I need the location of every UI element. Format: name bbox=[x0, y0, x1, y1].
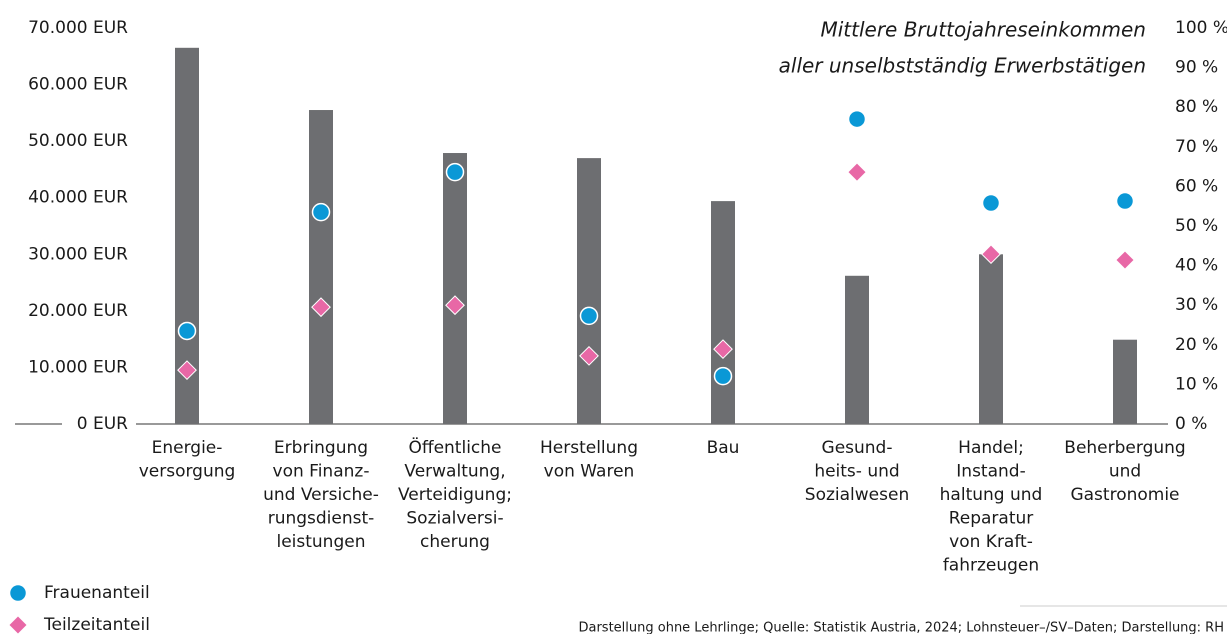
x-tick-label: heits- und bbox=[814, 462, 899, 482]
x-tick-label: Instand- bbox=[956, 462, 1025, 482]
y2-tick-label: 10 % bbox=[1175, 374, 1218, 394]
y-tick-label: 70.000 EUR bbox=[28, 18, 128, 38]
x-tick-label: Bau bbox=[707, 438, 740, 458]
y2-tick-label: 30 % bbox=[1175, 295, 1218, 315]
y-tick-label: 40.000 EUR bbox=[28, 188, 128, 208]
x-tick-label: von Finanz- bbox=[273, 462, 370, 482]
x-tick-label: Reparatur bbox=[949, 509, 1034, 529]
y2-tick-label: 90 % bbox=[1175, 58, 1218, 78]
frauen-marker bbox=[981, 193, 1001, 213]
y-tick-label: 30.000 EUR bbox=[28, 244, 128, 264]
x-tick-label: Erbringung bbox=[274, 438, 368, 458]
y2-tick-label: 0 % bbox=[1175, 414, 1207, 434]
x-tick-label: Öffentliche bbox=[408, 436, 501, 458]
y-tick-label: 0 EUR bbox=[77, 414, 128, 434]
teilzeit-marker bbox=[579, 345, 599, 366]
frauen-marker bbox=[445, 162, 465, 182]
legend-label: Frauenanteil bbox=[44, 583, 150, 603]
frauen-marker bbox=[311, 202, 331, 222]
x-tick-label: leistungen bbox=[276, 532, 365, 552]
frauen-marker bbox=[177, 321, 197, 341]
x-tick-label: Sozialwesen bbox=[805, 485, 909, 505]
y2-tick-label: 50 % bbox=[1175, 216, 1218, 236]
y2-tick-label: 80 % bbox=[1175, 97, 1218, 117]
teilzeit-marker bbox=[177, 360, 197, 381]
frauen-marker bbox=[847, 109, 867, 129]
bar bbox=[1113, 339, 1137, 424]
y-tick-label: 50.000 EUR bbox=[28, 131, 128, 151]
y2-tick-label: 100 % bbox=[1175, 18, 1227, 38]
y2-tick-label: 60 % bbox=[1175, 176, 1218, 196]
bar bbox=[979, 254, 1003, 424]
bar bbox=[845, 275, 869, 424]
x-tick-label: Gesund- bbox=[822, 438, 893, 458]
bar bbox=[711, 201, 735, 424]
frauen-marker bbox=[1115, 191, 1135, 211]
x-tick-label: haltung und bbox=[940, 485, 1043, 505]
y2-tick-label: 40 % bbox=[1175, 256, 1218, 276]
x-tick-label: Handel; bbox=[958, 438, 1024, 458]
teilzeit-marker bbox=[981, 244, 1001, 265]
bar bbox=[577, 158, 601, 424]
x-tick-label: Beherbergung bbox=[1064, 438, 1185, 458]
x-tick-label: von Waren bbox=[544, 462, 635, 482]
y-tick-label: 10.000 EUR bbox=[28, 357, 128, 377]
teilzeit-marker bbox=[713, 339, 733, 360]
x-tick-label: versorgung bbox=[139, 462, 236, 482]
teilzeit-marker bbox=[311, 297, 331, 318]
x-tick-label: Gastronomie bbox=[1070, 485, 1179, 505]
teilzeit-marker bbox=[1115, 250, 1135, 270]
frauen-marker bbox=[8, 583, 28, 603]
source-note: Darstellung ohne Lehrlinge; Quelle: Stat… bbox=[578, 621, 1224, 634]
x-tick-label: rungsdienst- bbox=[268, 509, 375, 529]
x-tick-label: Verteidigung; bbox=[398, 485, 512, 505]
x-tick-label: Herstellung bbox=[540, 438, 638, 458]
x-tick-label: cherung bbox=[420, 532, 490, 552]
y2-tick-label: 70 % bbox=[1175, 137, 1218, 157]
frauen-marker bbox=[713, 366, 733, 386]
x-tick-label: fahrzeugen bbox=[943, 556, 1039, 576]
y2-tick-label: 20 % bbox=[1175, 335, 1218, 355]
chart-title: aller unselbstständig Erwerbstätigen bbox=[779, 54, 1146, 78]
x-tick-label: von Kraft- bbox=[949, 532, 1033, 552]
legend-label: Teilzeitanteil bbox=[43, 615, 150, 634]
frauen-marker bbox=[579, 306, 599, 326]
x-tick-label: und bbox=[1109, 462, 1141, 482]
bar bbox=[309, 110, 333, 425]
y-tick-label: 60.000 EUR bbox=[28, 75, 128, 95]
chart-title: Mittlere Bruttojahreseinkommen bbox=[820, 18, 1146, 42]
bar bbox=[443, 153, 467, 424]
x-tick-label: Sozialversi- bbox=[406, 509, 503, 529]
y-tick-label: 20.000 EUR bbox=[28, 301, 128, 321]
x-tick-label: Verwaltung, bbox=[404, 462, 505, 482]
teilzeit-marker bbox=[8, 615, 28, 634]
x-tick-label: und Versiche- bbox=[263, 485, 379, 505]
teilzeit-marker bbox=[445, 295, 465, 316]
x-tick-label: Energie- bbox=[152, 438, 223, 458]
teilzeit-marker bbox=[847, 162, 867, 183]
